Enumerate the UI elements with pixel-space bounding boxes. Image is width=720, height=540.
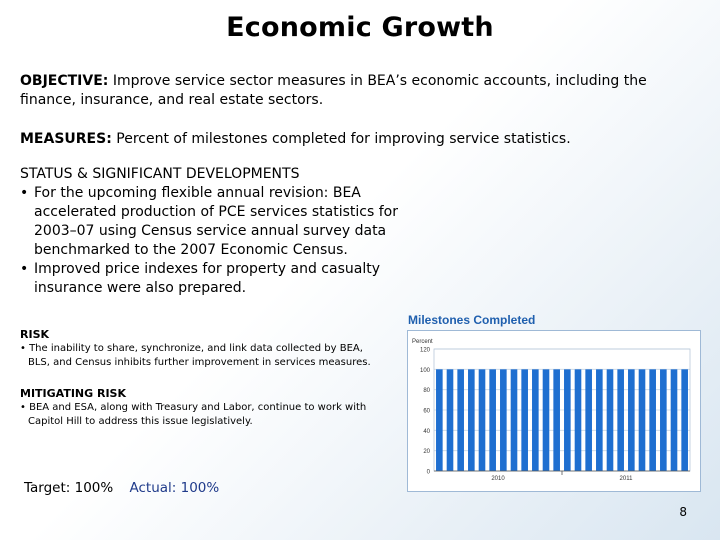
bar [670,369,678,471]
bar [585,369,592,471]
measures-section: MEASURES: Percent of milestones complete… [20,130,700,149]
bar [606,369,614,471]
target-summary: Target: 100% Actual: 100% [24,480,219,496]
objective-text: Improve service sector measures in BEA’s… [20,73,647,108]
milestones-chart: Milestones Completed Percent 0 20 40 60 80 100… [405,313,702,492]
bar [478,369,486,471]
bar [446,369,454,471]
bar [574,369,582,471]
mitigating-bullet: • BEA and ESA, along with Treasury and L… [20,401,380,429]
mitigating-bullet-text: BEA and ESA, along with Treasury and Lab… [28,402,367,427]
risk-section: RISK • The inability to share, synchroni… [20,328,380,370]
bar [542,369,550,471]
bar [468,369,475,471]
bar [681,369,688,471]
chart-svg: Percent 0 20 40 60 80 100 120 2010 2011 [412,339,691,482]
bar [457,369,464,471]
bullet-icon: • [20,402,30,413]
bar [500,369,507,471]
status-heading: STATUS & SIGNIFICANT DEVELOPMENTS [20,166,300,182]
mitigating-section: MITIGATING RISK • BEA and ESA, along wit… [20,387,380,429]
bar [564,369,571,471]
bullet-icon: • [20,343,30,354]
status-bullet: • Improved price indexes for property and… [20,260,400,298]
risk-bullet-text: The inability to share, synchronize, and… [28,343,371,368]
mitigating-heading: MITIGATING RISK [20,387,126,400]
bar [660,369,667,471]
bar [489,369,496,471]
y-tick-label: 120 [420,348,431,354]
page-number: 8 [679,505,687,519]
y-tick-label: 100 [420,368,431,374]
objective-label: OBJECTIVE: [20,73,109,89]
chart-title: Milestones Completed [408,313,536,327]
measures-label: MEASURES: [20,131,112,147]
x-tick-label: 2010 [491,476,505,482]
bar [617,369,624,471]
objective-section: OBJECTIVE: Improve service sector measur… [20,72,700,110]
bar [649,369,656,471]
risk-heading: RISK [20,328,50,341]
y-tick-label: 40 [423,429,430,435]
y-tick-label: 80 [423,388,430,394]
status-bullet: • For the upcoming flexible annual revisi… [20,184,400,260]
y-tick-label: 0 [427,470,431,476]
status-section: STATUS & SIGNIFICANT DEVELOPMENTS • For t… [20,165,400,298]
status-bullet-text: For the upcoming flexible annual revisio… [34,185,398,258]
actual-label: Actual: 100% [129,480,220,496]
page-title: Economic Growth [226,12,494,43]
status-bullet-text: Improved price indexes for property and … [34,261,380,296]
bar [628,369,635,471]
bullet-icon: • [20,261,29,277]
bar [510,369,518,471]
bar [596,369,603,471]
bar [532,369,539,471]
bar [521,369,528,471]
bullet-icon: • [20,185,29,201]
bar [638,369,646,471]
target-label: Target: 100% [24,480,114,496]
measures-text: Percent of milestones completed for impr… [116,131,571,147]
risk-bullet: • The inability to share, synchronize, a… [20,342,380,370]
x-tick-label: 2011 [620,476,634,482]
bar [436,369,443,471]
chart-frame: Percent 0 20 40 60 80 100 120 2010 2011 [407,330,701,492]
y-tick-label: 60 [423,409,430,415]
y-tick-label: 20 [423,449,430,455]
bar [553,369,560,471]
y-axis-label: Percent [412,339,433,345]
